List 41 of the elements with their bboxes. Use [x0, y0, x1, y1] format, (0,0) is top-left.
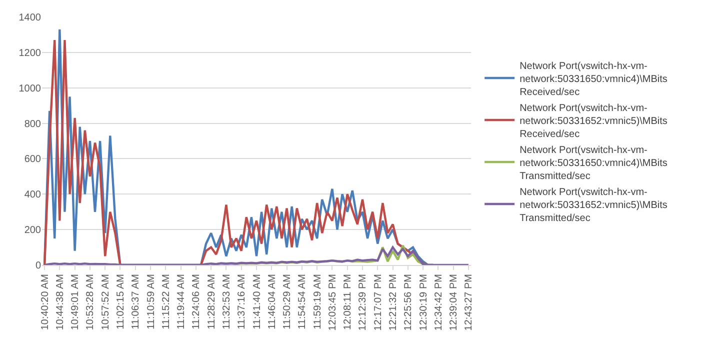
x-tick-label: 11:06:37 AM: [130, 274, 142, 330]
x-tick-label: 12:17:07 PM: [372, 274, 384, 331]
legend-label: Network Port(vswitch-hx-vm-network:50331652:vmnic5)\MBits Transmitted/sec: [520, 186, 668, 224]
x-tick-label: 11:28:29 AM: [206, 274, 218, 330]
x-tick-label: 11:02:15 AM: [115, 274, 126, 330]
x-tick-label: 11:54:54 AM: [297, 274, 308, 330]
x-tick-label: 10:53:28 AM: [85, 274, 96, 330]
legend-label: Network Port(vswitch-hx-vm-network:50331650:vmnic4)\MBits Transmitted/sec: [520, 144, 668, 182]
x-tick-label: 12:25:56 PM: [403, 274, 414, 331]
x-tick-label: 11:10:59 AM: [146, 274, 157, 330]
y-tick-label: 0: [35, 260, 42, 272]
x-tick-label: 10:57:52 AM: [100, 274, 112, 330]
x-tick-label: 12:39:04 PM: [448, 274, 460, 331]
x-tick-label: 11:46:04 AM: [266, 274, 278, 330]
y-tick-label: 1000: [18, 83, 42, 94]
y-tick-label: 400: [24, 190, 42, 201]
x-tick-label: 12:08:11 PM: [342, 274, 354, 330]
x-tick-label: 12:34:42 PM: [433, 274, 444, 331]
x-tick-label: 12:43:27 PM: [464, 274, 475, 331]
y-tick-label: 1200: [18, 48, 42, 59]
legend-label: Network Port(vswitch-hx-vm-network:50331650:vmnic4)\MBits Received/sec: [520, 60, 668, 98]
x-tick-label: 11:50:29 AM: [282, 274, 294, 330]
x-tick-label: 10:49:01 AM: [70, 274, 82, 330]
y-tick-label: 800: [24, 118, 42, 130]
x-tick-label: 10:44:38 AM: [54, 274, 66, 330]
x-tick-label: 11:24:06 AM: [191, 274, 202, 330]
x-tick-label: 12:12:39 PM: [358, 274, 369, 331]
x-tick-label: 11:19:44 AM: [176, 274, 188, 330]
x-tick-label: 11:15:22 AM: [160, 274, 172, 330]
x-tick-label: 11:32:53 AM: [221, 274, 232, 330]
x-tick-label: 12:03:45 PM: [327, 274, 338, 331]
x-tick-label: 11:37:16 AM: [236, 274, 248, 330]
legend-label: Network Port(vswitch-hx-vm-network:50331652:vmnic5)\MBits Received/sec: [520, 102, 668, 140]
y-tick-label: 1400: [18, 12, 42, 24]
x-tick-label: 12:21:32 PM: [388, 274, 400, 331]
y-tick-label: 200: [24, 225, 42, 236]
x-tick-label: 11:41:40 AM: [252, 274, 263, 330]
x-tick-label: 11:59:19 AM: [312, 274, 324, 330]
y-tick-label: 600: [24, 154, 42, 166]
x-tick-label: 12:30:19 PM: [418, 274, 430, 331]
x-tick-label: 10:40:20 AM: [40, 274, 51, 330]
